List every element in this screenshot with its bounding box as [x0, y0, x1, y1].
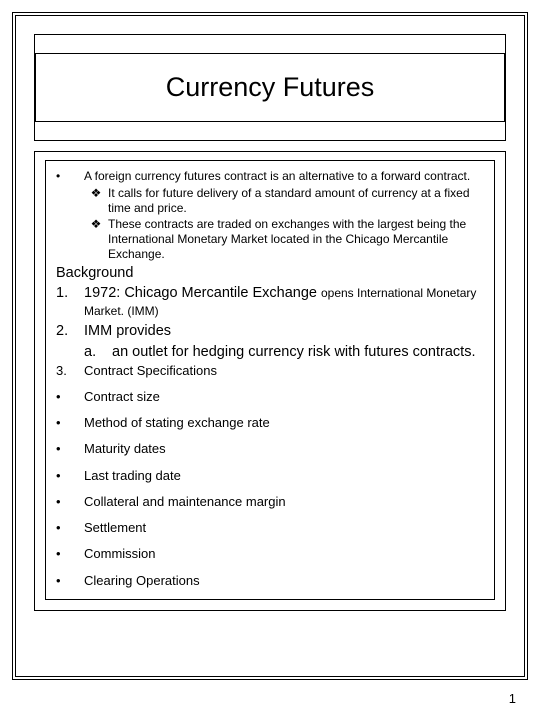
- bullet-marker: •: [56, 169, 84, 184]
- item2-sub-text: an outlet for hedging currency risk with…: [112, 343, 484, 361]
- bullet-marker: •: [56, 415, 84, 431]
- spec-text: Commission: [84, 546, 484, 562]
- bullet-marker: •: [56, 389, 84, 405]
- spec-item: • Method of stating exchange rate: [56, 415, 484, 431]
- spec-item: • Clearing Operations: [56, 573, 484, 589]
- background-heading: Background: [56, 264, 484, 282]
- sub-marker: a.: [84, 343, 112, 361]
- spec-text: Method of stating exchange rate: [84, 415, 484, 431]
- intro-sub-text: These contracts are traded on exchanges …: [108, 217, 484, 262]
- numbered-item-2: 2. IMM provides: [56, 322, 484, 340]
- page-number: 1: [509, 691, 516, 706]
- spec-item: • Commission: [56, 546, 484, 562]
- numbered-item-1: 1. 1972: Chicago Mercantile Exchange ope…: [56, 284, 484, 320]
- diamond-icon: ❖: [84, 217, 108, 262]
- spec-text: Maturity dates: [84, 441, 484, 457]
- bullet-marker: •: [56, 520, 84, 536]
- intro-sub-text: It calls for future delivery of a standa…: [108, 186, 484, 216]
- diamond-icon: ❖: [84, 186, 108, 216]
- bullet-marker: •: [56, 546, 84, 562]
- intro-bullet: • A foreign currency futures contract is…: [56, 169, 484, 184]
- list-marker: 2.: [56, 322, 84, 340]
- spec-item: • Contract size: [56, 389, 484, 405]
- content-box: • A foreign currency futures contract is…: [34, 151, 506, 611]
- spec-item: • Last trading date: [56, 468, 484, 484]
- item2-body: IMM provides: [84, 322, 484, 340]
- numbered-item-3: 3. Contract Specifications: [56, 363, 484, 379]
- spec-item: • Settlement: [56, 520, 484, 536]
- intro-text: A foreign currency futures contract is a…: [84, 169, 484, 184]
- list-marker: 1.: [56, 284, 84, 320]
- bullet-marker: •: [56, 494, 84, 510]
- item1-body: 1972: Chicago Mercantile Exchange opens …: [84, 284, 484, 320]
- bullet-marker: •: [56, 441, 84, 457]
- bullet-marker: •: [56, 468, 84, 484]
- spec-text: Collateral and maintenance margin: [84, 494, 484, 510]
- intro-sub-2: ❖ These contracts are traded on exchange…: [84, 217, 484, 262]
- intro-sub-1: ❖ It calls for future delivery of a stan…: [84, 186, 484, 216]
- list-marker: 3.: [56, 363, 84, 379]
- spec-item: • Maturity dates: [56, 441, 484, 457]
- slide-frame: Currency Futures • A foreign currency fu…: [12, 12, 528, 680]
- spec-text: Clearing Operations: [84, 573, 484, 589]
- item1-lead: 1972: Chicago Mercantile Exchange: [84, 285, 321, 301]
- spec-text: Settlement: [84, 520, 484, 536]
- spec-text: Contract size: [84, 389, 484, 405]
- item3-body: Contract Specifications: [84, 363, 484, 379]
- slide-title: Currency Futures: [36, 72, 504, 103]
- item2-sub: a. an outlet for hedging currency risk w…: [84, 343, 484, 361]
- bullet-marker: •: [56, 573, 84, 589]
- spec-item: • Collateral and maintenance margin: [56, 494, 484, 510]
- spec-text: Last trading date: [84, 468, 484, 484]
- title-box: Currency Futures: [34, 34, 506, 141]
